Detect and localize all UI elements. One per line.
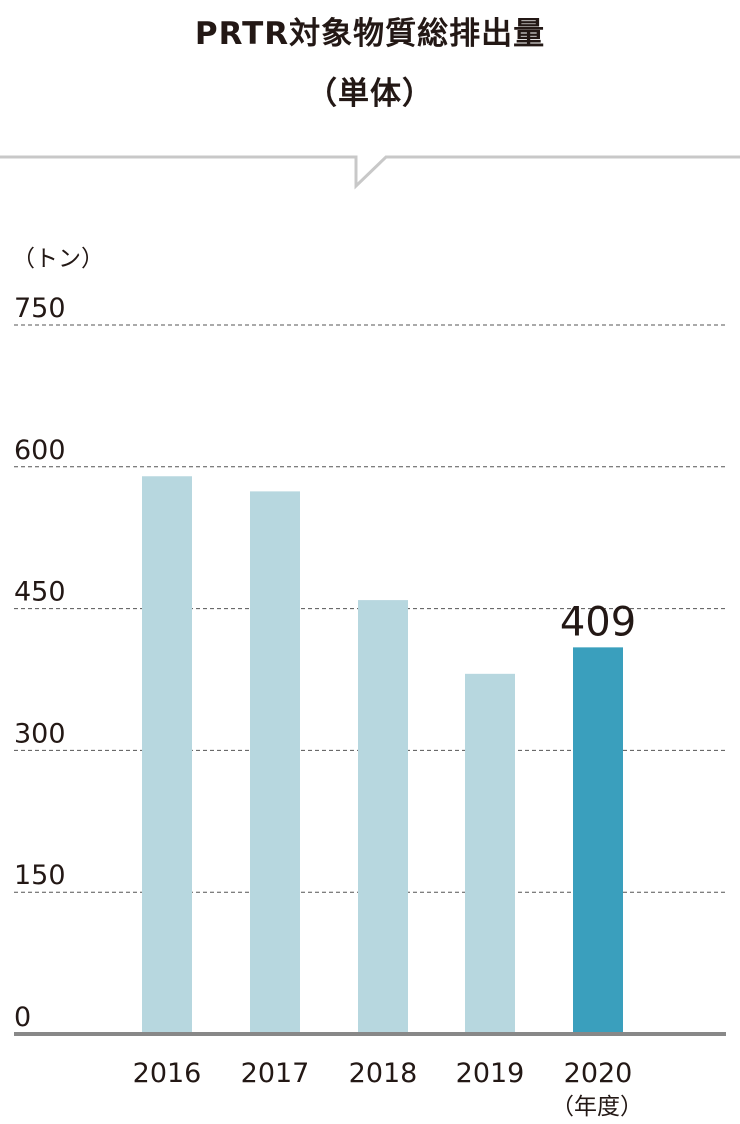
bar-2018 [358, 600, 408, 1034]
highlight-value-label: 409 [560, 599, 636, 645]
bar-2020 [573, 647, 623, 1034]
y-tick-label-450: 450 [14, 577, 66, 608]
chart-title: PRTR対象物質総排出量 [194, 16, 546, 52]
y-tick-labels: 0 150 300 450 600 750 [14, 293, 66, 1033]
bars [142, 476, 623, 1035]
x-tick-label-2016: 2016 [133, 1058, 202, 1089]
bar-2017 [250, 491, 300, 1034]
bar-2019 [465, 673, 515, 1034]
y-tick-label-0: 0 [14, 1002, 31, 1033]
callout-frame [0, 155, 740, 190]
y-tick-label-150: 150 [14, 860, 66, 891]
x-tick-labels: 2016 2017 2018 2019 2020 [133, 1058, 633, 1089]
y-tick-label-750: 750 [14, 293, 66, 324]
y-tick-label-600: 600 [14, 435, 66, 466]
bar-2016 [142, 476, 192, 1035]
x-axis-unit-label: （年度） [551, 1094, 643, 1120]
x-tick-label-2020: 2020 [564, 1058, 633, 1089]
x-tick-label-2017: 2017 [241, 1058, 310, 1089]
y-axis-unit-label: （トン） [12, 246, 104, 272]
chart-subtitle: （単体） [306, 76, 434, 112]
x-tick-label-2018: 2018 [349, 1058, 418, 1089]
x-tick-label-2019: 2019 [456, 1058, 525, 1089]
y-tick-label-300: 300 [14, 718, 66, 749]
